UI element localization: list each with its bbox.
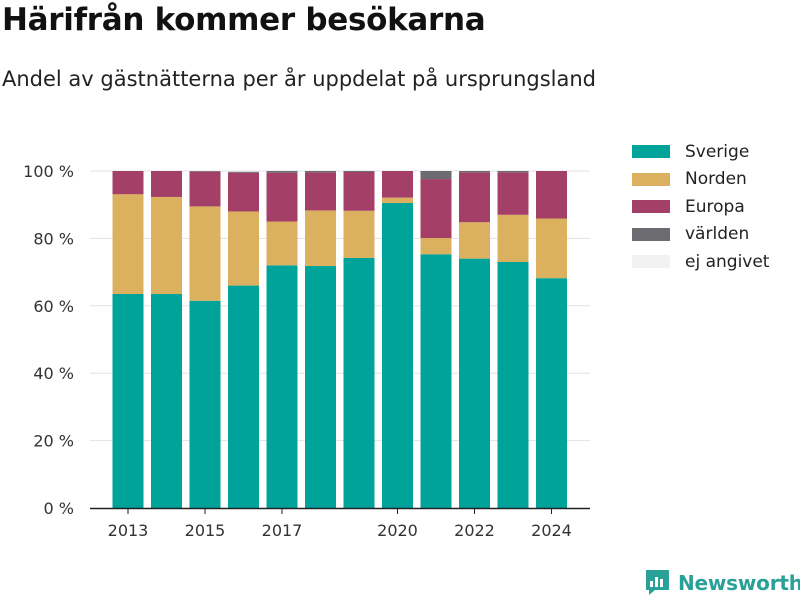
x-tick-label: 2013 — [108, 521, 149, 540]
legend-label: världen — [685, 224, 750, 245]
bar-segment — [343, 210, 375, 258]
bar-segment — [343, 171, 375, 173]
bar-segment — [228, 211, 259, 286]
bar-segment — [151, 171, 182, 197]
bar-segment — [305, 172, 336, 211]
bar-segment — [382, 197, 413, 204]
legend-item: Norden — [632, 166, 769, 194]
bar-segment — [228, 171, 259, 172]
x-tick-label: 2020 — [377, 521, 418, 540]
bar-segment — [459, 222, 490, 259]
legend-swatch — [632, 227, 670, 241]
legend-label: Sverige — [685, 141, 750, 162]
bar-segment — [459, 172, 490, 223]
brand-logo: Newsworthy — [645, 569, 800, 596]
bar-segment — [497, 214, 529, 262]
x-tick-label: 2024 — [531, 521, 572, 540]
legend-item: Europa — [632, 193, 769, 221]
bar-segment — [459, 258, 490, 508]
bar-segment — [382, 203, 413, 508]
bar-segment — [189, 206, 221, 301]
y-tick-label: 100 % — [23, 162, 74, 181]
x-tick-label: 2017 — [262, 521, 303, 540]
y-tick-label: 0 % — [44, 499, 74, 518]
x-tick-label: 2015 — [185, 521, 226, 540]
bar-segment — [536, 171, 567, 219]
chart-title: Härifrån kommer besökarna — [2, 2, 486, 38]
bar-segment — [266, 265, 298, 508]
bar-segment — [189, 300, 221, 508]
y-tick-label: 60 % — [33, 297, 74, 316]
bar-segment — [343, 257, 375, 508]
bar-segment — [420, 179, 452, 239]
legend-item: Sverige — [632, 138, 769, 166]
legend-swatch — [632, 255, 670, 269]
bar-segment — [497, 171, 529, 173]
chart-subtitle: Andel av gästnätterna per år uppdelat på… — [2, 67, 596, 91]
stacked-bar-chart: 0 % 20 % 40 % 60 % 80 % 100 % 2013 2015 2017 2020… — [23, 162, 590, 540]
y-tick-label: 40 % — [33, 364, 74, 383]
bar-segment — [459, 171, 490, 173]
legend-label: ej angivet — [685, 251, 770, 272]
bar-segment — [112, 194, 144, 295]
bar-segment — [497, 172, 529, 215]
bar-segment — [266, 221, 298, 266]
bar-segment — [151, 294, 182, 508]
bar-segment — [343, 172, 375, 211]
bar-segment — [305, 171, 336, 173]
bar-segment — [420, 254, 452, 508]
legend-swatch — [632, 145, 670, 159]
newsworthy-logo-icon — [646, 570, 669, 595]
bar-segment — [382, 171, 413, 198]
legend-swatch — [632, 200, 670, 214]
bar-segment — [189, 171, 221, 207]
bar-segment — [151, 196, 182, 295]
legend-swatch — [632, 172, 670, 186]
x-tick-label: 2022 — [454, 521, 495, 540]
bar-segment — [112, 294, 144, 508]
chart-legend: Sverige Norden Europa världen ej angivet — [632, 138, 769, 276]
legend-label: Europa — [685, 196, 745, 217]
bar-segment — [189, 171, 221, 172]
bar-segment — [228, 171, 259, 173]
bar-segment — [536, 218, 567, 279]
bar-segment — [420, 238, 452, 255]
bar-segment — [112, 171, 144, 195]
bar-segment — [305, 210, 336, 267]
legend-label: Norden — [685, 169, 747, 190]
brand-name: Newsworthy — [678, 570, 800, 595]
legend-item: ej angivet — [632, 248, 769, 276]
bar-segment — [420, 171, 452, 180]
bar-segment — [266, 171, 298, 173]
bar-segment — [266, 172, 298, 222]
bar-segment — [497, 261, 529, 508]
y-tick-label: 20 % — [33, 432, 74, 451]
bar-segment — [305, 266, 336, 508]
bar-segment — [228, 172, 259, 212]
bar-segment — [536, 278, 567, 508]
legend-item: världen — [632, 221, 769, 249]
y-tick-label: 80 % — [33, 229, 74, 248]
bar-segment — [228, 285, 259, 508]
